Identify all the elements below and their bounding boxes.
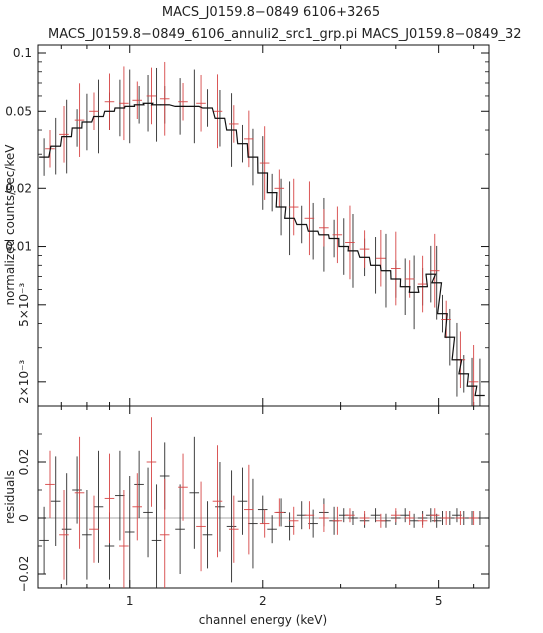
residuals-panel: 0.02 0 −0.02 1 2 5 residuals channel energy (… (3, 405, 490, 627)
x-tick-label: 1 (126, 594, 134, 608)
spectrum-series (45, 61, 479, 406)
spectrum-y-tick-label: 0.02 (5, 181, 32, 195)
x-axis-label: channel energy (keV) (199, 613, 327, 627)
residuals-frame (37, 405, 490, 589)
residuals-y-tick-label: 0.02 (17, 449, 31, 476)
x-tick-label: 5 (435, 594, 443, 608)
residuals-y-tick-label: −0.02 (17, 556, 31, 593)
residuals-series (45, 417, 479, 588)
residuals-y-tick-label: 0 (17, 514, 31, 522)
spectrum-frame (37, 44, 490, 407)
spectrum-panel: 0.1 0.05 0.02 0.01 5×10⁻³ 2×10⁻³ normalized c… (3, 44, 490, 407)
spectrum-y-tick-label: 0.1 (13, 46, 32, 60)
spectrum-y-tick-label: 0.05 (5, 104, 32, 118)
spectrum-y-tick-label: 0.01 (5, 240, 32, 254)
x-tick-label: 2 (259, 594, 267, 608)
chart-title: MACS_J0159.8−0849 6106+3265 (162, 5, 380, 20)
residuals-series (39, 436, 485, 588)
spectrum-y-tick-label: 2×10⁻³ (17, 360, 31, 404)
spectrum-series (39, 67, 485, 406)
spectrum-y-axis-label: normalized counts/sec/keV (3, 144, 17, 306)
chart-subtitle: MACS_J0159.8−0849_6106_annuli2_src1_grp.… (48, 27, 522, 42)
residuals-y-axis-label: residuals (3, 470, 17, 524)
spectrum-y-tick-label: 5×10⁻³ (17, 283, 31, 327)
spectrum-model-line (39, 102, 485, 397)
